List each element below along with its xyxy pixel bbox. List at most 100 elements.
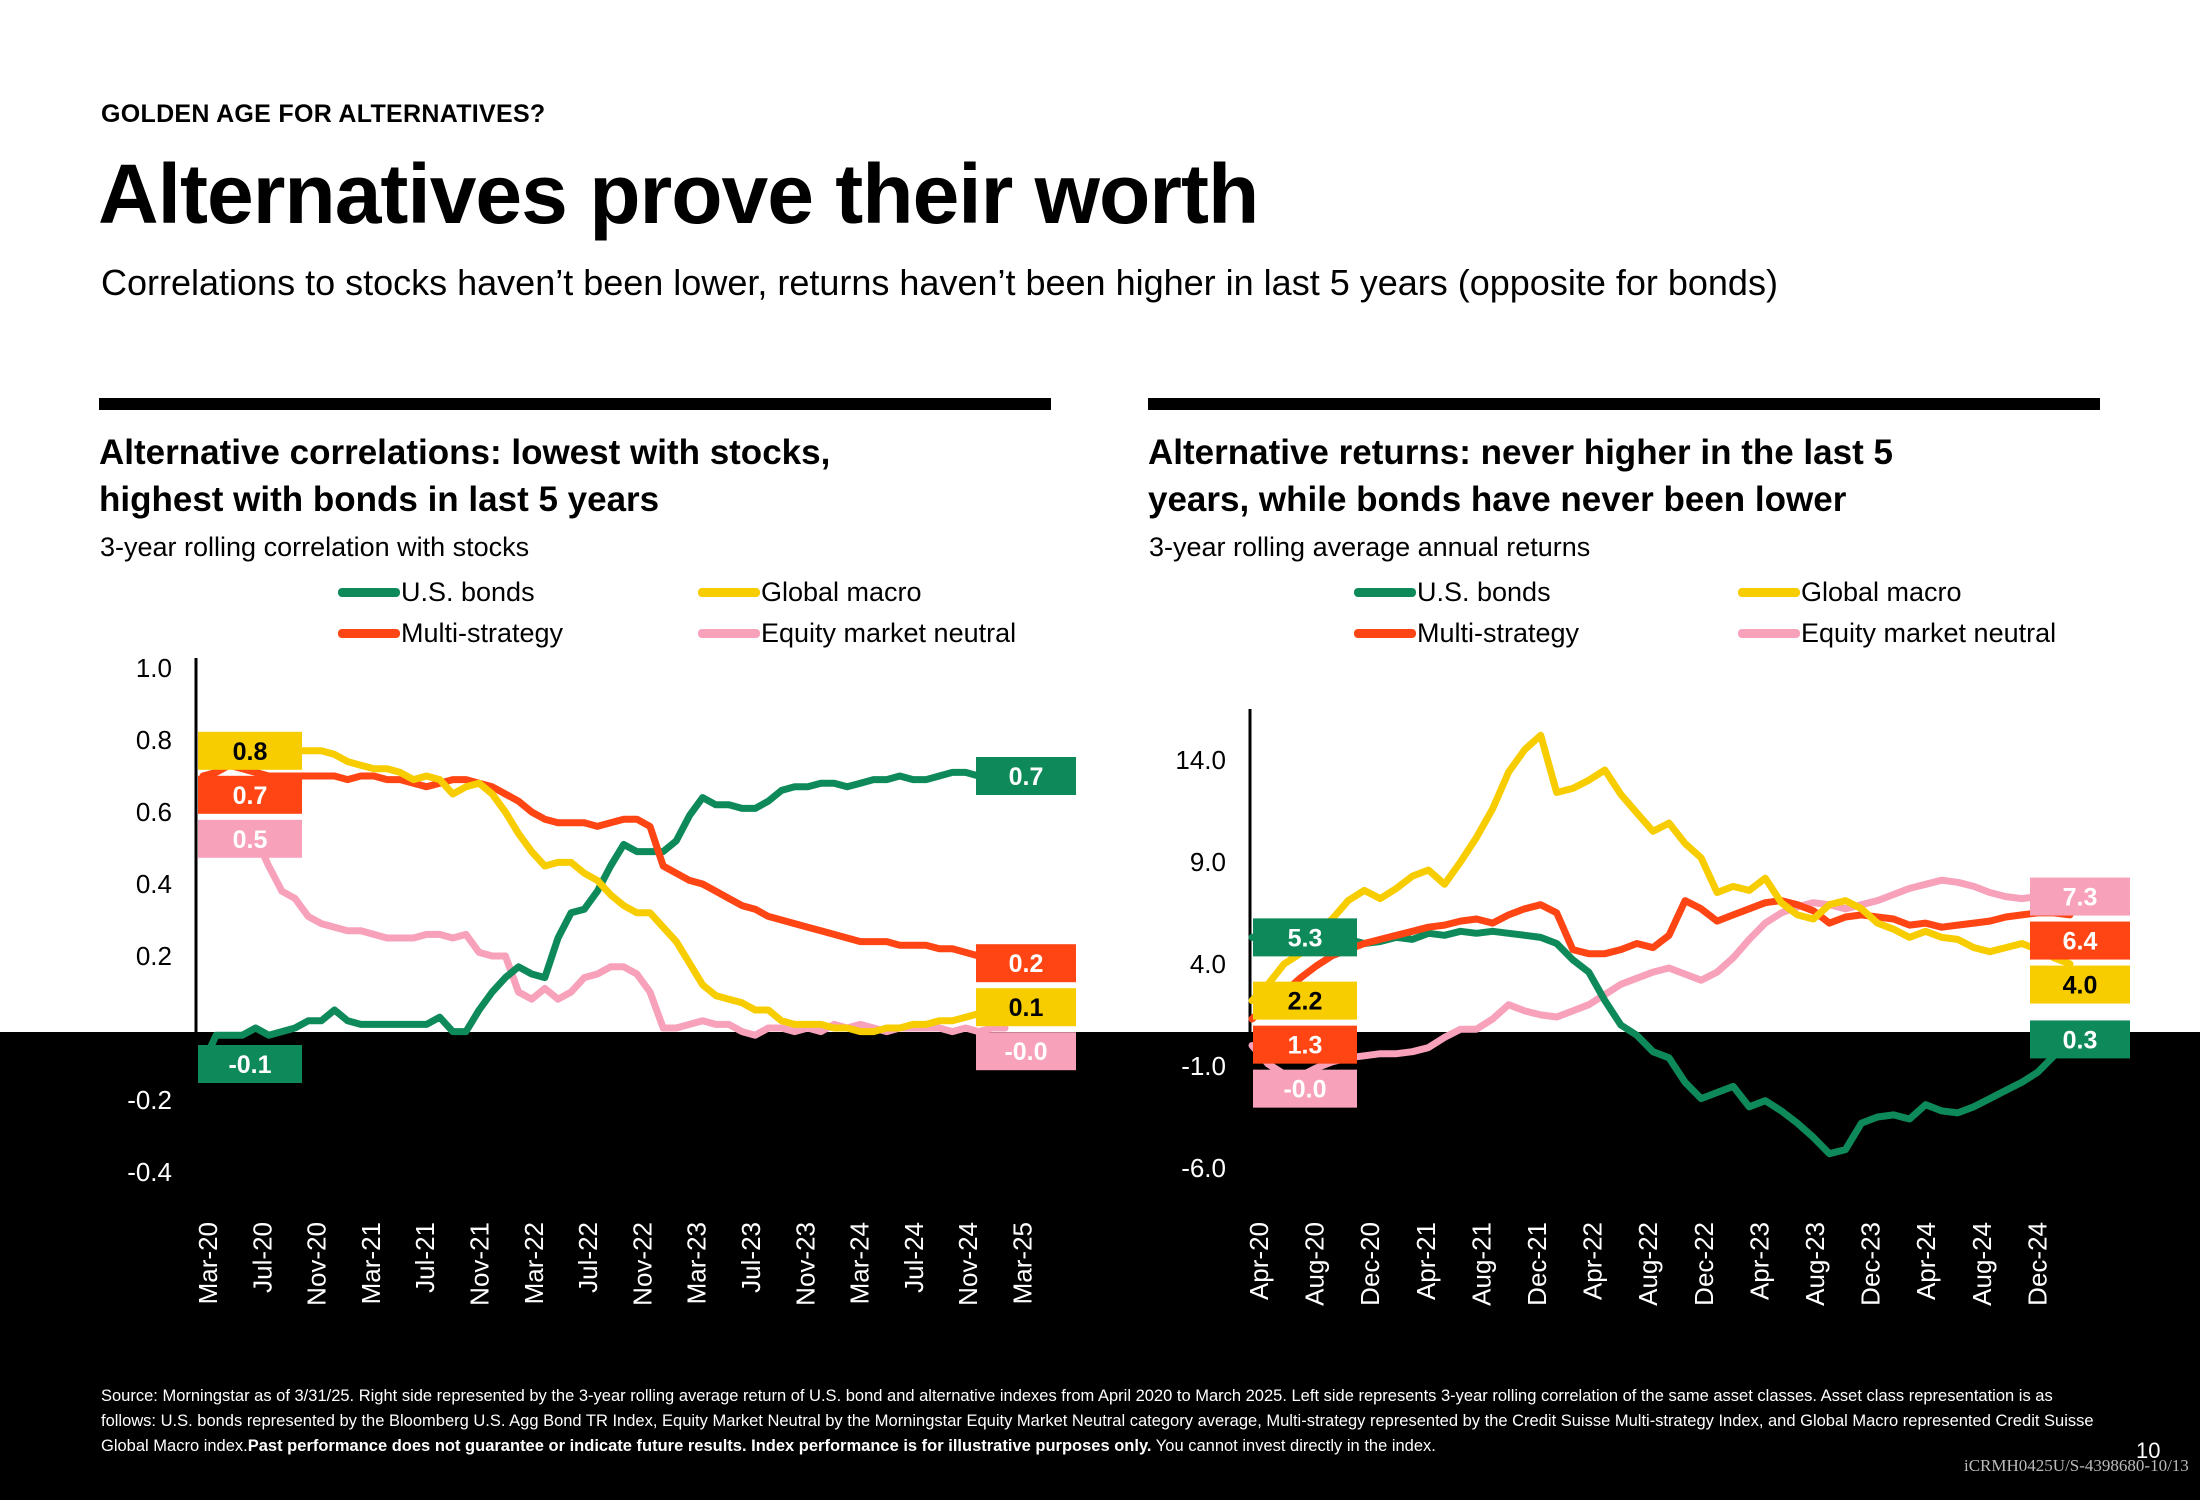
returns-x-tick-label: Apr-21 — [1411, 1222, 1441, 1300]
legend-label-bonds: U.S. bonds — [401, 577, 535, 607]
correlation-y-tick-label: 0.8 — [136, 725, 172, 755]
returns-series-macro-line — [1248, 731, 2074, 1005]
legend-swatch-bonds — [338, 588, 400, 597]
legend-label-macro: Global macro — [761, 577, 922, 607]
legend-swatch-macro — [1738, 588, 1800, 597]
correlation-end-label-macro: 0.1 — [1009, 994, 1044, 1022]
returns-x-tick-label: Aug-20 — [1300, 1222, 1330, 1306]
returns-end-label-multi-box — [2030, 921, 2130, 960]
correlation-end-label-bonds: 0.7 — [1009, 763, 1044, 791]
correlation-x-tick-label: Jul-23 — [736, 1222, 766, 1293]
returns-x-tick-label: Aug-24 — [1967, 1222, 1997, 1306]
right-chart-title: Alternative returns: never higher in the… — [1148, 429, 1893, 523]
returns-x-tick-label: Aug-21 — [1466, 1222, 1496, 1306]
correlation-x-tick-label: Mar-24 — [845, 1222, 875, 1304]
legend-label-multi: Multi-strategy — [1417, 618, 1580, 648]
left-chart-subtitle: 3-year rolling correlation with stocks — [100, 532, 530, 562]
eyebrow: GOLDEN AGE FOR ALTERNATIVES? — [101, 100, 546, 128]
returns-end-label-emn-box — [2030, 877, 2130, 916]
left-chart-title-line1: Alternative correlations: lowest with st… — [99, 433, 831, 472]
returns-start-label-bonds-box — [1253, 918, 1357, 957]
returns-series-emn-line — [1248, 876, 2074, 1080]
legend-label-bonds: U.S. bonds — [1417, 577, 1551, 607]
correlation-x-tick-label: Jul-24 — [899, 1222, 929, 1293]
correlation-end-label-bonds-box — [976, 757, 1076, 795]
returns-x-tick-label: Dec-22 — [1689, 1222, 1719, 1306]
correlation-end-label-emn: -0.0 — [1004, 1038, 1047, 1066]
returns-x-tick-label: Dec-24 — [2022, 1222, 2052, 1306]
correlation-series-macro-line — [199, 740, 1009, 1036]
returns-start-label-multi: 1.3 — [1288, 1032, 1323, 1060]
returns-x-tick-label: Aug-23 — [1800, 1222, 1830, 1306]
correlation-start-label-multi-box — [198, 775, 302, 814]
legend-swatch-multi — [1354, 629, 1416, 638]
page-title: Alternatives prove their worth — [98, 147, 1259, 241]
returns-end-label-bonds: 0.3 — [2063, 1026, 2098, 1054]
returns-y-tick-label: 4.0 — [1190, 949, 1226, 979]
returns-y-tick-label: 14.0 — [1175, 745, 1226, 775]
correlation-x-tick-label: Mar-23 — [682, 1222, 712, 1304]
correlation-start-label-emn: 0.5 — [233, 826, 268, 854]
returns-x-tick-label: Apr-24 — [1911, 1222, 1941, 1300]
returns-series-bonds-line — [1248, 927, 2074, 1158]
legend-swatch-emn — [1738, 629, 1800, 638]
correlation-end-label-emn-box — [976, 1032, 1076, 1071]
correlation-start-label-emn-box — [198, 819, 302, 858]
legend-label-emn: Equity market neutral — [761, 618, 1017, 648]
correlation-x-tick-label: Nov-21 — [465, 1222, 495, 1306]
right-panel-rule — [1148, 398, 2100, 410]
disclaimer-bold: Past performance does not guarantee or i… — [247, 1437, 1152, 1455]
correlation-start-label-multi: 0.7 — [233, 782, 268, 810]
returns-end-label-bonds-box — [2030, 1020, 2130, 1059]
returns-x-tick-label: Apr-20 — [1244, 1222, 1274, 1300]
legend-swatch-multi — [338, 629, 400, 638]
correlation-y-tick-label: 0.4 — [136, 869, 172, 899]
disclaimer-tail: You cannot invest directly in the index. — [1151, 1437, 1436, 1455]
correlation-x-tick-label: Jul-21 — [410, 1222, 440, 1293]
returns-x-tick-label: Dec-21 — [1522, 1222, 1552, 1306]
correlation-x-tick-label: Jul-22 — [573, 1222, 603, 1293]
left-panel-rule — [99, 398, 1051, 410]
legend-label-multi: Multi-strategy — [401, 618, 564, 648]
left-chart-title-line2: highest with bonds in last 5 years — [99, 480, 660, 519]
source-text: Source: Morningstar as of 3/31/25. Right… — [101, 1387, 2094, 1455]
correlation-y-tick-label: 1.0 — [136, 653, 172, 683]
returns-y-tick-label: -1.0 — [1181, 1051, 1226, 1081]
returns-start-label-emn-box — [1253, 1069, 1357, 1108]
returns-start-label-macro-box — [1253, 981, 1357, 1020]
correlation-start-label-macro-box — [198, 731, 302, 770]
page-subtitle: Correlations to stocks haven’t been lowe… — [101, 262, 1778, 303]
returns-x-tick-label: Dec-23 — [1856, 1222, 1886, 1306]
correlation-end-label-multi: 0.2 — [1009, 950, 1044, 978]
right-chart-title-line1: Alternative returns: never higher in the… — [1148, 433, 1893, 472]
source-note: Source: Morningstar as of 3/31/25. Right… — [101, 1384, 2111, 1459]
legend-label-macro: Global macro — [1801, 577, 1962, 607]
returns-x-tick-label: Aug-22 — [1633, 1222, 1663, 1306]
correlation-start-label-bonds-box — [198, 1045, 302, 1083]
right-chart-subtitle: 3-year rolling average annual returns — [1149, 532, 1591, 562]
returns-start-label-multi-box — [1253, 1025, 1357, 1064]
returns-x-tick-label: Apr-23 — [1744, 1222, 1774, 1300]
correlation-x-tick-label: Mar-25 — [1008, 1222, 1038, 1304]
right-chart-title-line2: years, while bonds have never been lower — [1148, 480, 1847, 519]
returns-end-label-macro-box — [2030, 965, 2130, 1004]
left-chart-title: Alternative correlations: lowest with st… — [99, 429, 830, 523]
returns-x-tick-label: Apr-22 — [1578, 1222, 1608, 1300]
legend-swatch-macro — [698, 588, 760, 597]
returns-start-label-emn: -0.0 — [1283, 1076, 1326, 1104]
correlation-x-tick-label: Mar-20 — [193, 1222, 223, 1304]
correlation-x-tick-label: Jul-20 — [247, 1222, 277, 1293]
returns-y-tick-label: -6.0 — [1181, 1153, 1226, 1183]
returns-x-tick-label: Dec-20 — [1355, 1222, 1385, 1306]
correlation-series-emn-line — [199, 826, 1009, 1039]
correlation-x-tick-label: Mar-21 — [356, 1222, 386, 1304]
returns-y-tick-label: 9.0 — [1190, 847, 1226, 877]
correlation-start-label-macro: 0.8 — [233, 738, 268, 766]
page-number: 10 — [2136, 1438, 2161, 1463]
correlation-x-tick-label: Nov-20 — [302, 1222, 332, 1306]
correlation-y-tick-label: -0.2 — [127, 1085, 172, 1115]
returns-end-label-multi: 6.4 — [2063, 928, 2098, 956]
legend-swatch-emn — [698, 629, 760, 638]
returns-end-label-macro: 4.0 — [2063, 972, 2098, 1000]
